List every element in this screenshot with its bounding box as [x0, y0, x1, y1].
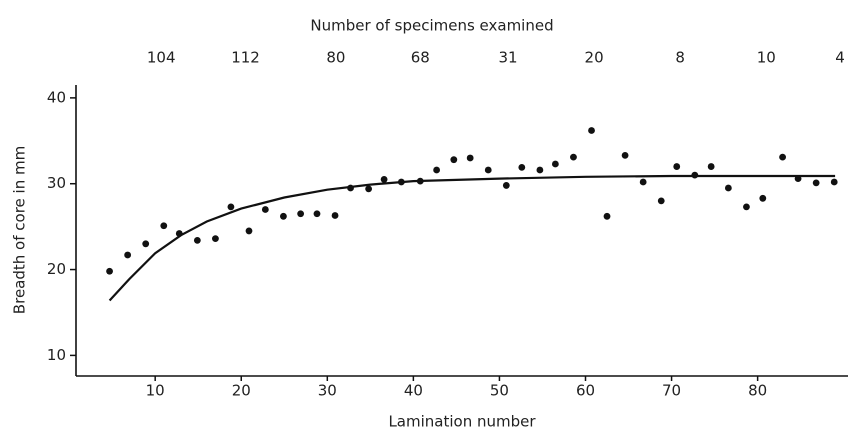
data-point — [484, 166, 492, 174]
data-point — [657, 197, 665, 205]
specimen-count: 68 — [411, 49, 430, 67]
y-tick-label: 10 — [47, 346, 66, 364]
x-axis-label: Lamination number — [388, 413, 536, 431]
data-point — [450, 156, 458, 164]
data-point — [551, 160, 559, 168]
data-point — [639, 178, 647, 186]
data-point — [588, 127, 595, 134]
data-point — [365, 185, 373, 193]
data-point — [812, 179, 820, 187]
data-point — [331, 212, 339, 219]
data-point — [212, 235, 219, 243]
data-point — [347, 184, 354, 192]
data-point — [673, 163, 681, 170]
data-point — [759, 194, 767, 202]
specimen-count: 31 — [498, 49, 517, 67]
data-point — [297, 210, 305, 218]
data-point — [621, 151, 629, 159]
specimen-count: 20 — [585, 49, 604, 67]
data-point — [743, 203, 750, 211]
y-axis-label: Breadth of core in mm — [11, 146, 29, 314]
data-point — [707, 163, 715, 170]
data-point — [313, 210, 321, 218]
x-tick-label: 40 — [404, 382, 423, 400]
specimen-count: 8 — [675, 49, 685, 67]
x-tick-label: 80 — [748, 382, 767, 400]
data-point — [603, 212, 611, 220]
data-point — [193, 236, 201, 244]
data-point — [570, 153, 577, 161]
x-tick-label: 50 — [490, 382, 509, 400]
data-point — [433, 166, 441, 174]
x-tick-label: 70 — [662, 382, 681, 400]
data-point — [142, 240, 150, 248]
x-tick-label: 10 — [146, 382, 165, 400]
data-point — [724, 184, 732, 192]
data-point — [124, 251, 132, 259]
data-point — [502, 182, 510, 189]
data-point — [397, 178, 405, 186]
x-tick-label: 60 — [576, 382, 595, 400]
data-point — [380, 176, 388, 183]
data-point — [466, 154, 474, 162]
data-point — [416, 177, 424, 185]
data-point — [280, 212, 287, 220]
data-point — [227, 203, 235, 211]
fitted-curve — [108, 174, 836, 302]
data-point — [536, 166, 544, 174]
data-point — [830, 178, 838, 186]
data-point — [261, 206, 269, 213]
data-point — [794, 175, 802, 182]
x-tick-label: 30 — [318, 382, 337, 400]
y-tick-label: 20 — [47, 260, 66, 278]
specimen-count: 10 — [757, 49, 776, 67]
data-point — [779, 153, 786, 161]
chart-title: Number of specimens examined — [310, 17, 553, 35]
x-tick-label: 20 — [232, 382, 251, 400]
data-point — [175, 230, 183, 237]
data-point — [160, 222, 168, 230]
specimen-count: 104 — [147, 49, 176, 67]
data-point — [245, 227, 253, 235]
y-tick-label: 40 — [47, 88, 66, 106]
specimen-count: 112 — [231, 49, 260, 67]
specimen-count: 4 — [835, 49, 845, 67]
data-point — [106, 267, 113, 275]
data-point — [691, 171, 699, 179]
data-point — [518, 164, 526, 171]
y-tick-label: 30 — [47, 174, 66, 192]
specimen-count: 80 — [326, 49, 345, 67]
